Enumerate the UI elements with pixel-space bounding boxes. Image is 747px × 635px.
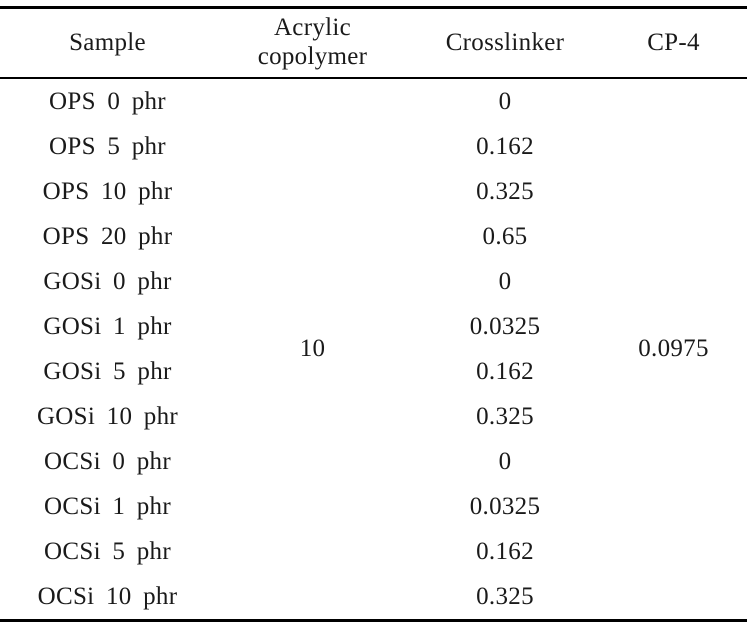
table-row: GOSi 5 phr 0.162	[0, 349, 747, 394]
sample-cell: GOSi 5 phr	[43, 357, 172, 385]
table-row: OPS 10 phr 0.325	[0, 169, 747, 214]
table-row: OPS 0 phr 10 0 0.0975	[0, 78, 747, 363]
sample-cell: GOSi 0 phr	[43, 267, 172, 295]
table-row: OPS 5 phr 0.162	[0, 124, 747, 169]
crosslinker-cell: 0.325	[476, 582, 534, 610]
crosslinker-cell: 0.162	[476, 132, 534, 160]
sample-cell: OCSi 10 phr	[37, 582, 178, 610]
column-header-sample: Sample	[0, 7, 215, 79]
sample-cell: OPS 5 phr	[49, 132, 166, 160]
sample-cell: GOSi 1 phr	[43, 312, 172, 340]
column-header-crosslinker: Crosslinker	[410, 7, 600, 79]
sample-cell: OCSi 5 phr	[44, 537, 171, 565]
crosslinker-cell: 0.162	[476, 537, 534, 565]
formulation-table: Sample Acrylic copolymer Crosslinker CP-…	[0, 6, 747, 622]
sample-cell: OPS 10 phr	[42, 177, 173, 205]
column-header-acrylic-line1: Acrylic	[273, 14, 352, 42]
table-row: OCSi 0 phr 0	[0, 439, 747, 484]
crosslinker-cell: 0.325	[476, 402, 534, 430]
column-header-cp4: CP-4	[600, 7, 747, 79]
sample-cell: OCSi 0 phr	[44, 447, 171, 475]
crosslinker-cell: 0	[498, 267, 512, 295]
sample-cell: OCSi 1 phr	[44, 492, 171, 520]
table-body: OPS 0 phr 10 0 0.0975 OPS 5 phr 0.162 OPS…	[0, 78, 747, 621]
crosslinker-cell: 0.0325	[469, 312, 541, 340]
table-row: OCSi 5 phr 0.162	[0, 529, 747, 574]
table-row: OCSi 10 phr 0.325	[0, 574, 747, 621]
crosslinker-cell: 0	[498, 87, 512, 115]
crosslinker-cell: 0.0325	[469, 492, 541, 520]
table-row: OPS 20 phr 0.65	[0, 214, 747, 259]
cp4-merged-cell: 0.0975	[638, 335, 709, 362]
crosslinker-cell: 0.65	[482, 222, 528, 250]
column-header-acrylic-line2: copolymer	[257, 43, 368, 70]
table-row: GOSi 10 phr 0.325	[0, 394, 747, 439]
table-row: GOSi 1 phr 0.0325	[0, 304, 747, 349]
sample-cell: GOSi 10 phr	[36, 402, 179, 430]
table-row: GOSi 0 phr 0	[0, 259, 747, 304]
column-header-acrylic-copolymer: Acrylic copolymer	[215, 7, 410, 79]
crosslinker-cell: 0.162	[476, 357, 534, 385]
table-header: Sample Acrylic copolymer Crosslinker CP-…	[0, 7, 747, 79]
sample-cell: OPS 20 phr	[42, 222, 173, 250]
crosslinker-cell: 0	[498, 447, 512, 475]
table-row: OCSi 1 phr 0.0325	[0, 484, 747, 529]
sample-cell: OPS 0 phr	[49, 87, 166, 115]
header-row: Sample Acrylic copolymer Crosslinker CP-…	[0, 7, 747, 79]
acrylic-copolymer-merged-cell: 10	[299, 335, 326, 362]
page: Sample Acrylic copolymer Crosslinker CP-…	[0, 6, 747, 622]
crosslinker-cell: 0.325	[476, 177, 534, 205]
